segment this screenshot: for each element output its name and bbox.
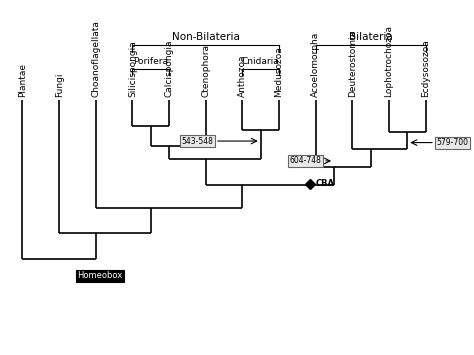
Text: Deuterostomia: Deuterostomia <box>348 29 357 97</box>
Text: 604-748: 604-748 <box>289 157 321 165</box>
Text: Plantae: Plantae <box>18 62 27 97</box>
Text: Choanoflagellata: Choanoflagellata <box>91 20 100 97</box>
Text: Homeobox: Homeobox <box>77 271 123 280</box>
Text: Cnidaria: Cnidaria <box>242 57 280 66</box>
Text: Porifera: Porifera <box>133 57 168 66</box>
Text: Silicispongia: Silicispongia <box>128 40 137 97</box>
Text: 543-548: 543-548 <box>181 137 213 146</box>
Text: Acoelomorpha: Acoelomorpha <box>311 31 320 97</box>
Text: CBA: CBA <box>316 179 335 189</box>
Text: Non-Bilateria: Non-Bilateria <box>172 32 240 42</box>
Text: Medusozoa: Medusozoa <box>274 46 283 97</box>
Text: Calcispongia: Calcispongia <box>164 39 173 97</box>
Text: Bilateria: Bilateria <box>349 32 392 42</box>
Text: Lophotrochozoa: Lophotrochozoa <box>384 24 393 97</box>
Text: Anthozoa: Anthozoa <box>238 54 247 97</box>
Text: Ctenophora: Ctenophora <box>201 44 210 97</box>
Text: Fungi: Fungi <box>55 72 64 97</box>
Text: Ecdysosozoa: Ecdysosozoa <box>421 39 430 97</box>
Text: 579-700: 579-700 <box>437 138 469 147</box>
